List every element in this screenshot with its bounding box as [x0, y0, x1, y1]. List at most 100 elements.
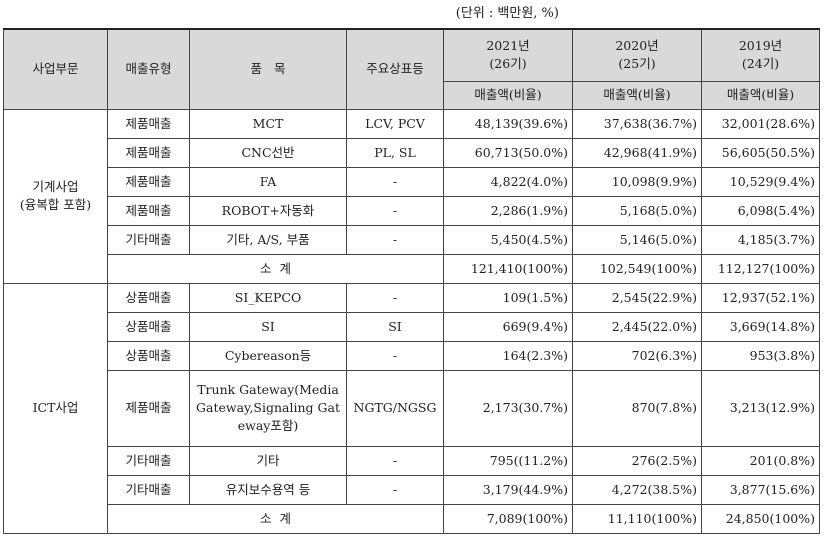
cell-2020: 102,549(100%)	[572, 253, 702, 284]
cell-2019: 6,098(5.4%)	[701, 195, 820, 226]
cell-brand: SI	[346, 311, 444, 342]
cell-2020: 4,272(38.5%)	[572, 474, 702, 505]
cell-2021: 60,713(50.0%)	[443, 137, 573, 168]
table-row: 상품매출 SI SI 669(9.4%) 2,445(22.0%) 3,669(…	[4, 311, 820, 342]
cell-item: Cybereason등	[189, 340, 347, 371]
table-row: ICT사업 상품매출 SI_KEPCO - 109(1.5%) 2,545(22…	[3, 282, 820, 534]
table-row: 기계사업 (융복합 포함) 제품매출 MCT LCV, PCV 48,139(3…	[3, 108, 820, 284]
header-sales-type: 매출유형	[107, 28, 190, 110]
table-row: 기타매출 기타 - 795((11.2%) 276(2.5%) 201(0.8%…	[4, 445, 820, 476]
cell-type: 기타매출	[107, 224, 190, 255]
cell-brand: PL, SL	[346, 137, 444, 168]
cell-type: 기타매출	[107, 474, 190, 505]
cell-item: CNC선반	[189, 137, 347, 168]
cell-2021: 2,286(1.9%)	[443, 195, 573, 226]
cell-2021: 109(1.5%)	[443, 282, 573, 313]
segment-label: (융복합 포함)	[19, 197, 92, 212]
segment-label: 기계사업	[32, 179, 79, 194]
table-row: 제품매출 FA - 4,822(4.0%) 10,098(9.9%) 10,52…	[4, 166, 820, 197]
cell-2019: 953(3.8%)	[701, 340, 820, 371]
cell-item: 기타, A/S, 부품	[189, 224, 347, 255]
cell-type: 상품매출	[107, 282, 190, 313]
cell-2019: 201(0.8%)	[701, 445, 820, 476]
unit-note: (단위 : 백만원, %)	[455, 6, 559, 21]
segment-machine: 기계사업 (융복합 포함)	[3, 108, 108, 284]
cell-type: 제품매출	[107, 137, 190, 168]
cell-brand: -	[346, 195, 444, 226]
cell-type: 기타매출	[107, 445, 190, 476]
cell-2019: 3,669(14.8%)	[701, 311, 820, 342]
cell-brand: -	[346, 474, 444, 505]
cell-type: 제품매출	[107, 369, 190, 447]
header-year-2020: 2020년 (25기)	[572, 28, 702, 82]
cell-type: 제품매출	[107, 166, 190, 197]
term-label: (26기)	[489, 56, 527, 72]
cell-item: Trunk Gateway(Media Gateway,Signaling Ga…	[189, 369, 347, 447]
year-label: 2020년	[615, 38, 659, 54]
cell-item: 유지보수용역 등	[189, 474, 347, 505]
header-segment: 사업부문	[3, 28, 108, 110]
cell-type: 제품매출	[107, 108, 190, 139]
cell-item: 기타	[189, 445, 347, 476]
table-row: 기타매출 기타, A/S, 부품 - 5,450(4.5%) 5,146(5.0…	[4, 224, 820, 255]
cell-2019: 56,605(50.5%)	[701, 137, 820, 168]
cell-type: 제품매출	[107, 195, 190, 226]
header-item: 품 목	[189, 28, 347, 110]
header-sub-2020: 매출액(비율)	[572, 80, 702, 110]
cell-brand: -	[346, 282, 444, 313]
cell-item: SI	[189, 311, 347, 342]
table-row: 제품매출 ROBOT+자동화 - 2,286(1.9%) 5,168(5.0%)…	[4, 195, 820, 226]
cell-item: FA	[189, 166, 347, 197]
cell-brand: -	[346, 340, 444, 371]
cell-2021: 7,089(100%)	[443, 503, 573, 534]
term-label: (25기)	[618, 56, 656, 72]
cell-2019: 3,213(12.9%)	[701, 369, 820, 447]
cell-2021: 164(2.3%)	[443, 340, 573, 371]
cell-2020: 702(6.3%)	[572, 340, 702, 371]
cell-brand: LCV, PCV	[346, 108, 444, 139]
sales-table: 사업부문 매출유형 품 목 주요상표등 2021년 (26기) 2020년 (2…	[3, 28, 820, 534]
cell-brand: NGTG/NGSG	[346, 369, 444, 447]
cell-2020: 42,968(41.9%)	[572, 137, 702, 168]
cell-brand: -	[346, 445, 444, 476]
cell-2021: 4,822(4.0%)	[443, 166, 573, 197]
cell-type: 상품매출	[107, 311, 190, 342]
table-row: 제품매출 CNC선반 PL, SL 60,713(50.0%) 42,968(4…	[4, 137, 820, 168]
subtotal-label: 소 계	[107, 253, 444, 284]
cell-brand: -	[346, 166, 444, 197]
subtotal-row: 소 계 7,089(100%) 11,110(100%) 24,850(100%…	[4, 503, 820, 534]
header-year-2019: 2019년 (24기)	[701, 28, 820, 82]
cell-2021: 2,173(30.7%)	[443, 369, 573, 447]
cell-2021: 121,410(100%)	[443, 253, 573, 284]
term-label: (24기)	[741, 56, 780, 72]
header-sub-2021: 매출액(비율)	[443, 80, 573, 110]
cell-2021: 3,179(44.9%)	[443, 474, 573, 505]
cell-2020: 870(7.8%)	[572, 369, 702, 447]
cell-2021: 795((11.2%)	[443, 445, 573, 476]
cell-item: ROBOT+자동화	[189, 195, 347, 226]
cell-2021: 669(9.4%)	[443, 311, 573, 342]
cell-2020: 10,098(9.9%)	[572, 166, 702, 197]
cell-2019: 10,529(9.4%)	[701, 166, 820, 197]
table-row: 기타매출 유지보수용역 등 - 3,179(44.9%) 4,272(38.5%…	[4, 474, 820, 505]
header-year-2021: 2021년 (26기)	[443, 28, 573, 82]
cell-2020: 5,168(5.0%)	[572, 195, 702, 226]
header-brand: 주요상표등	[346, 28, 444, 110]
cell-2019: 4,185(3.7%)	[701, 224, 820, 255]
table-row: 제품매출 Trunk Gateway(Media Gateway,Signali…	[4, 369, 820, 447]
subtotal-label: 소 계	[107, 503, 444, 534]
cell-2020: 5,146(5.0%)	[572, 224, 702, 255]
table-row: 상품매출 Cybereason등 - 164(2.3%) 702(6.3%) 9…	[4, 340, 820, 371]
cell-2021: 5,450(4.5%)	[443, 224, 573, 255]
cell-item: MCT	[189, 108, 347, 139]
header-sub-2019: 매출액(비율)	[701, 80, 820, 110]
cell-2020: 2,445(22.0%)	[572, 311, 702, 342]
cell-item: SI_KEPCO	[189, 282, 347, 313]
cell-2020: 37,638(36.7%)	[572, 108, 702, 139]
cell-2020: 276(2.5%)	[572, 445, 702, 476]
cell-2020: 2,545(22.9%)	[572, 282, 702, 313]
cell-type: 상품매출	[107, 340, 190, 371]
segment-ict: ICT사업	[3, 282, 108, 534]
year-label: 2021년	[486, 38, 530, 54]
cell-2021: 48,139(39.6%)	[443, 108, 573, 139]
